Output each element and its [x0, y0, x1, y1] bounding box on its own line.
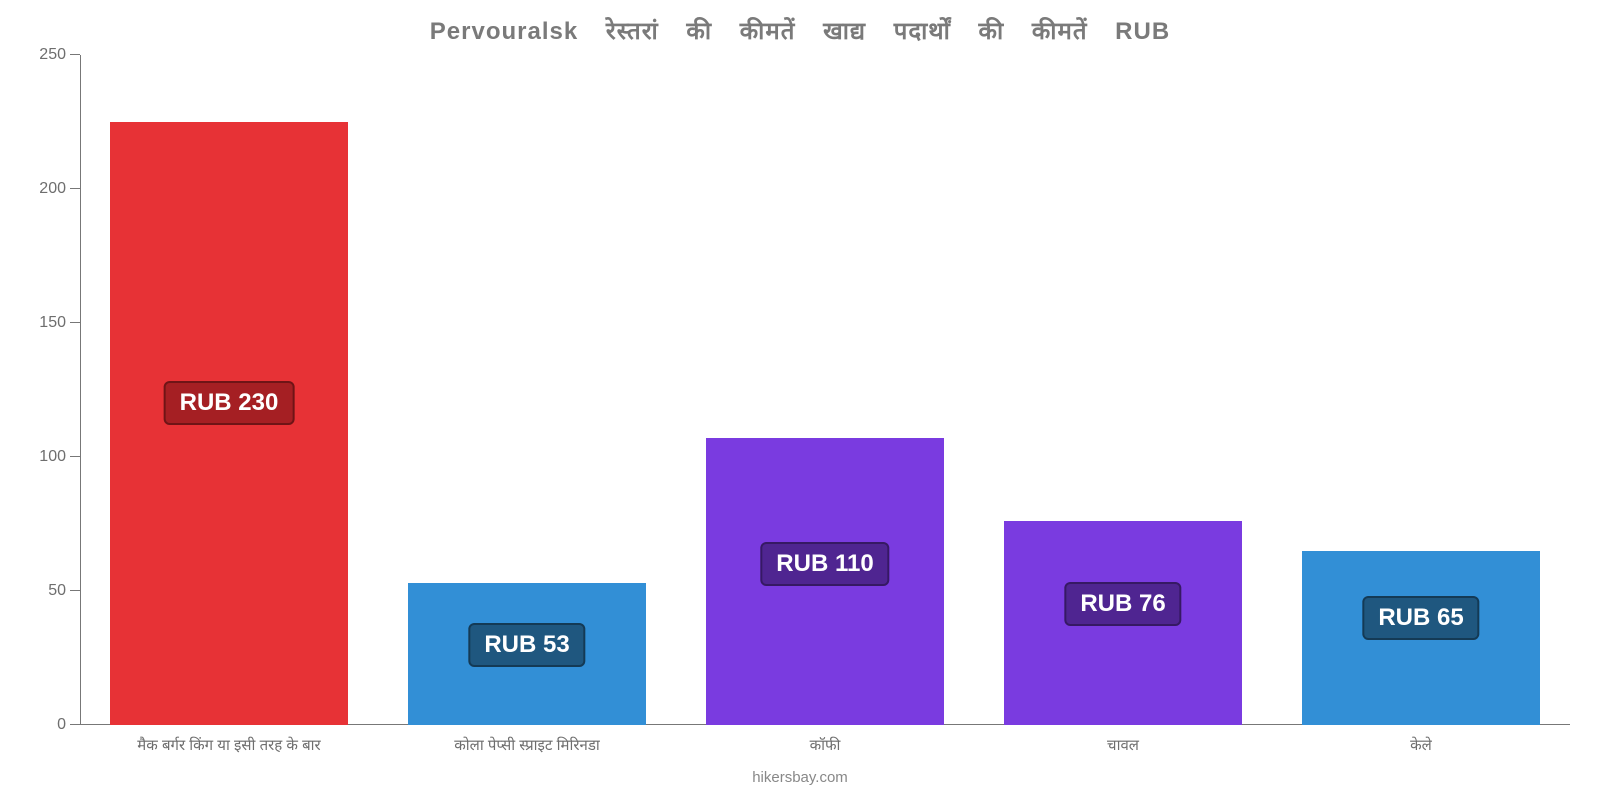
y-tick: [70, 724, 80, 725]
chart-container: Pervouralsk रेस्तरां की कीमतें खाद्य पदा…: [0, 0, 1600, 800]
y-tick: [70, 456, 80, 457]
y-tick-label: 150: [39, 314, 66, 332]
y-axis: [80, 55, 81, 725]
bar-value-label: RUB 76: [1064, 582, 1181, 626]
y-tick-label: 50: [48, 582, 66, 600]
chart-title: Pervouralsk रेस्तरां की कीमतें खाद्य पदा…: [0, 0, 1600, 47]
source-label: hikersbay.com: [752, 769, 848, 786]
y-tick-label: 100: [39, 448, 66, 466]
bar-value-label: RUB 53: [468, 623, 585, 667]
y-tick-label: 0: [57, 716, 66, 734]
x-tick-label: चावल: [1107, 735, 1139, 755]
bar-value-label: RUB 230: [164, 381, 295, 425]
y-tick: [70, 590, 80, 591]
y-tick: [70, 322, 80, 323]
y-tick: [70, 188, 80, 189]
bar-value-label: RUB 65: [1362, 596, 1479, 640]
bar-value-label: RUB 110: [760, 542, 889, 586]
x-tick-label: केले: [1410, 735, 1432, 755]
x-tick-label: मैक बर्गर किंग या इसी तरह के बार: [137, 735, 320, 755]
y-tick-label: 200: [39, 180, 66, 198]
plot-area: 050100150200250RUB 230मैक बर्गर किंग या …: [80, 55, 1570, 725]
x-tick-label: कॉफी: [810, 735, 841, 755]
x-tick-label: कोला पेप्सी स्प्राइट मिरिनडा: [454, 735, 600, 755]
y-tick: [70, 54, 80, 55]
y-tick-label: 250: [39, 46, 66, 64]
